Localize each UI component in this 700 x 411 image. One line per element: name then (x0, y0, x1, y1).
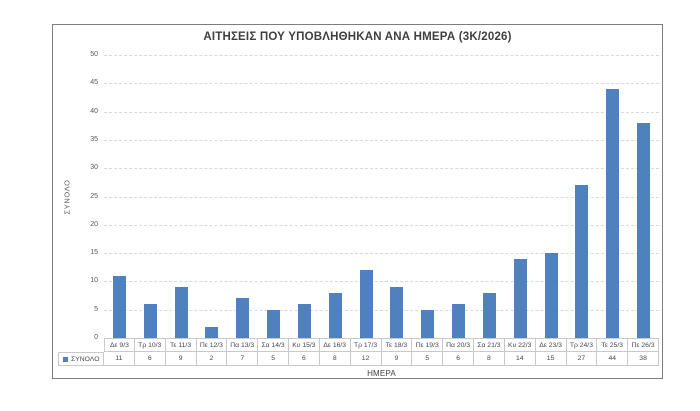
category-cell-Κυ 22/3: Κυ 22/3 (504, 338, 536, 352)
category-cell-Κυ 15/3: Κυ 15/3 (289, 338, 320, 352)
value-cell-Κυ 15/3: 6 (289, 352, 320, 366)
value-cell-Πα 13/3: 7 (227, 352, 259, 366)
gridline-y-5 (104, 309, 659, 311)
y-tick-label-20: 20 (90, 220, 98, 228)
gridline-y-15 (104, 253, 659, 255)
gridline-y-50 (104, 55, 659, 56)
category-cell-Δε 16/3: Δε 16/3 (319, 338, 351, 352)
category-cell-Σα 21/3: Σα 21/3 (474, 338, 505, 352)
category-cell-Τε 25/3: Τε 25/3 (597, 338, 629, 352)
value-cell-Σα 14/3: 5 (258, 352, 289, 366)
bar-Πα 20/3 (452, 304, 466, 338)
y-tick-label-25: 25 (90, 192, 98, 200)
value-cell-Πα 20/3: 6 (443, 352, 474, 366)
bar-Πα 13/3 (236, 298, 250, 338)
value-cell-Τρ 17/3: 12 (350, 352, 382, 366)
chart-title: ΑΙΤΗΣΕΙΣ ΠΟΥ ΥΠΟΒΛΗΘΗΚΑΝ ΑΝΑ ΗΜΕΡΑ (3Κ/2… (203, 31, 512, 43)
bar-Τρ 10/3 (143, 304, 157, 338)
value-cell-Πε 12/3: 2 (196, 352, 228, 366)
bar-Πε 19/3 (421, 309, 435, 338)
legend-color-swatch-icon (63, 356, 68, 362)
category-cell-Πε 19/3: Πε 19/3 (412, 338, 444, 352)
bar-Σα 21/3 (482, 292, 496, 338)
category-cell-Σα 14/3: Σα 14/3 (258, 338, 289, 352)
y-tick-label-5: 5 (94, 305, 98, 313)
gridline-y-35 (104, 139, 659, 141)
value-cell-Τρ 10/3: 6 (134, 352, 166, 366)
data-table: Δε 9/3 Τρ 10/3 Τε 11/3 Πε 12/3 Πα 13/3 Σα 14/… (58, 338, 659, 366)
category-cell-Δε 9/3: Δε 9/3 (104, 338, 135, 352)
category-cell-Πα 20/3: Πα 20/3 (443, 338, 474, 352)
value-cell-Πε 19/3: 5 (412, 352, 444, 366)
value-cell-Τε 18/3: 9 (381, 352, 413, 366)
y-tick-label-30: 30 (90, 164, 98, 172)
category-cell-Δε 23/3: Δε 23/3 (535, 338, 567, 352)
gridline-y-25 (104, 196, 659, 198)
y-tick-label-50: 50 (90, 51, 98, 58)
plot-area (104, 55, 659, 338)
category-cell-Τε 11/3: Τε 11/3 (165, 338, 197, 352)
y-tick-label-15: 15 (90, 249, 98, 257)
y-tick-label-35: 35 (90, 135, 98, 143)
category-cell-Πε 26/3: Πε 26/3 (628, 338, 659, 352)
value-cell-Πε 26/3: 38 (628, 352, 659, 366)
bar-Κυ 22/3 (513, 258, 527, 338)
category-cell-Τρ 10/3: Τρ 10/3 (134, 338, 166, 352)
value-cell-Τε 11/3: 9 (165, 352, 197, 366)
category-cell-Τρ 17/3: Τρ 17/3 (350, 338, 382, 352)
gridline-y-10 (104, 281, 659, 283)
y-tick-label-40: 40 (90, 107, 98, 115)
x-axis-title: ΗΜΕΡΑ (367, 369, 396, 378)
category-cell-Πα 13/3: Πα 13/3 (227, 338, 259, 352)
y-tick-label-0: 0 (94, 334, 98, 341)
value-cell-Δε 16/3: 8 (319, 352, 351, 366)
bar-Δε 16/3 (328, 292, 342, 338)
bar-Σα 14/3 (267, 309, 281, 338)
value-cell-Δε 9/3: 11 (104, 352, 135, 366)
gridline-y-45 (104, 83, 659, 85)
category-cell-Τρ 24/3: Τρ 24/3 (566, 338, 598, 352)
legend-label: ΣΥΝΟΛΟ (71, 355, 100, 363)
bar-Τρ 17/3 (359, 270, 373, 338)
bar-Τε 11/3 (174, 287, 188, 338)
category-cell-Τε 18/3: Τε 18/3 (381, 338, 413, 352)
bar-Πε 12/3 (205, 326, 219, 338)
value-cell-Τε 25/3: 44 (597, 352, 629, 366)
bar-Κυ 15/3 (297, 304, 311, 338)
gridline-y-20 (104, 224, 659, 226)
bar-Τρ 24/3 (575, 185, 589, 338)
value-cell-Σα 21/3: 8 (474, 352, 505, 366)
bar-Τε 18/3 (390, 287, 404, 338)
bar-Δε 9/3 (112, 275, 126, 338)
value-cell-Κυ 22/3: 14 (504, 352, 536, 366)
y-tick-label-45: 45 (90, 79, 98, 87)
value-cell-Τρ 24/3: 27 (566, 352, 598, 366)
value-cell-Δε 23/3: 15 (535, 352, 567, 366)
table-corner-spacer (58, 338, 104, 352)
category-cell-Πε 12/3: Πε 12/3 (196, 338, 228, 352)
legend-cell: ΣΥΝΟΛΟ (58, 352, 104, 366)
chart-area: ΑΙΤΗΣΕΙΣ ΠΟΥ ΥΠΟΒΛΗΘΗΚΑΝ ΑΝΑ ΗΜΕΡΑ (3Κ/2… (52, 24, 663, 379)
gridline-y-40 (104, 111, 659, 113)
y-tick-label-10: 10 (90, 277, 98, 285)
bar-Πε 26/3 (637, 122, 651, 338)
bar-Δε 23/3 (544, 253, 558, 338)
gridline-y-30 (104, 168, 659, 170)
bar-Τε 25/3 (606, 88, 620, 338)
